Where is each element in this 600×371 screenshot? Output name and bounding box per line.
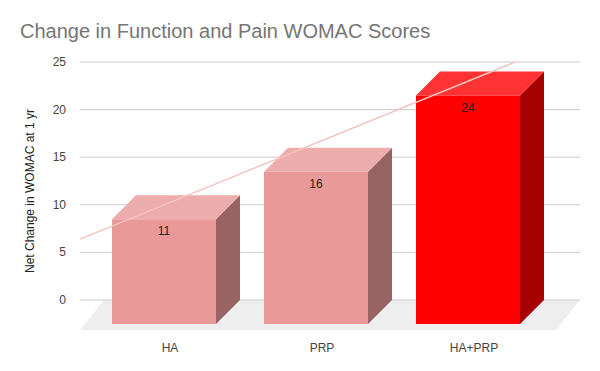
bar-front — [264, 172, 368, 324]
y-tick-label: 10 — [53, 198, 67, 212]
bar-top — [416, 72, 544, 96]
trendline — [80, 62, 580, 239]
bar-top — [112, 195, 240, 219]
bar — [264, 148, 392, 324]
y-tick-label: 25 — [53, 55, 67, 69]
bar — [112, 195, 240, 324]
data-label: 16 — [309, 177, 323, 191]
bar-front — [112, 219, 216, 324]
chart-container: Change in Function and Pain WOMAC Scores… — [0, 0, 600, 371]
grid-line — [80, 62, 580, 63]
y-axis-label: Net Change in WOMAC at 1 yr — [23, 109, 37, 273]
bar — [416, 72, 544, 324]
bar-side — [520, 72, 544, 324]
y-tick-label: 20 — [53, 103, 67, 117]
data-label: 24 — [461, 101, 475, 115]
labels: 11 HA 16 PRP 24 HA+PRP — [158, 101, 498, 355]
y-tick-label: 0 — [59, 293, 66, 307]
title: Change in Function and Pain WOMAC Scores — [20, 20, 430, 42]
plot-area — [80, 62, 580, 324]
x-tick-label: PRP — [310, 341, 335, 355]
x-tick-label: HA — [162, 341, 179, 355]
x-tick-label: HA+PRP — [450, 341, 498, 355]
bar-front — [416, 96, 520, 324]
y-tick-label: 5 — [59, 245, 66, 259]
bar-top — [264, 148, 392, 172]
y-tick-label: 15 — [53, 150, 67, 164]
bar-side — [368, 148, 392, 324]
chart-svg: Change in Function and Pain WOMAC Scores… — [0, 0, 600, 371]
data-label: 11 — [158, 224, 171, 238]
